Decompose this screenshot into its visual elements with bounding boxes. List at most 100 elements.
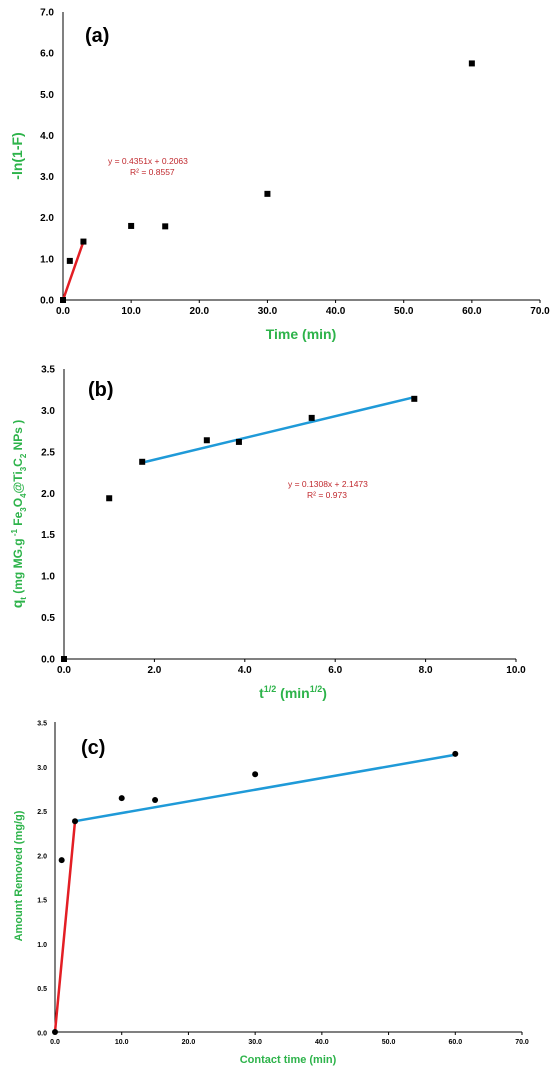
panel-c-y-axis-title: Amount Removed (mg/g) <box>13 810 25 941</box>
panel-a-x-tick-label: 40.0 <box>326 306 346 317</box>
panel-a-data-point <box>66 257 73 264</box>
panel-a-x-axis-title: Time (min) <box>266 326 337 342</box>
panel-a-data-point <box>60 297 66 303</box>
panel-b-x-axis-title: t1/2 (min1/2) <box>259 684 327 701</box>
panel-c: (c) 0.0 0.5 1.0 1.5 2.0 2.5 3.0 3.5 0.0 10.0 20.0… <box>13 721 529 1067</box>
panel-a-y-tick-label: 5.0 <box>40 90 54 101</box>
panel-a-y-tick-label: 2.0 <box>40 213 54 224</box>
panel-c-x-axis-title: Contact time (min) <box>240 1054 337 1066</box>
panel-c-data-point <box>252 771 259 778</box>
panel-a-x-tick-label: 20.0 <box>190 306 210 317</box>
panel-c-y-tick-label: 1.0 <box>37 942 47 949</box>
panel-c-y-tick-label: 3.5 <box>37 721 47 728</box>
panel-c-fit-line-initial <box>53 819 77 1034</box>
panel-b-x-tick-label: 10.0 <box>506 665 526 676</box>
panel-a-fit-lines <box>61 240 85 302</box>
panel-a-fit-line-initial <box>61 240 85 302</box>
panel-a-y-tick-label: 4.0 <box>40 131 54 142</box>
panel-a-x-tick-label: 50.0 <box>394 306 414 317</box>
panel-a: (a) 0.0 1.0 2.0 3.0 4.0 5.0 6.0 7.0 0.0 10.0 20.0… <box>9 8 550 343</box>
panel-c-y-tick-label: 2.5 <box>37 809 47 816</box>
panel-a-y-tick-label: 1.0 <box>40 254 54 265</box>
panel-c-y-tick-label: 3.0 <box>37 765 47 772</box>
panel-b-data-point <box>61 656 67 662</box>
panel-a-x-tick-label: 0.0 <box>56 306 70 317</box>
panel-a-equation: y = 0.4351x + 0.2063 <box>108 156 188 166</box>
panel-b-data-point <box>203 437 210 444</box>
panel-b-y-tick-label: 0.0 <box>41 655 55 666</box>
panel-c-data-point <box>452 750 459 757</box>
panel-a-label: (a) <box>85 25 109 47</box>
panel-c-points <box>52 750 459 1035</box>
panel-c-y-ticks: 0.0 0.5 1.0 1.5 2.0 2.5 3.0 3.5 <box>37 721 47 1038</box>
panel-a-data-point <box>468 60 475 67</box>
panel-b-label: (b) <box>88 379 114 401</box>
panel-b-points <box>61 395 418 662</box>
panel-c-label: (c) <box>81 737 105 759</box>
panel-b-fit-lines <box>140 395 416 464</box>
panel-b-data-point <box>411 395 418 402</box>
panel-c-x-tick-label: 20.0 <box>182 1039 196 1046</box>
panel-b-y-tick-label: 1.0 <box>41 572 55 583</box>
panel-a-y-axis-title: -ln(1-F) <box>9 132 25 179</box>
panel-a-x-tick-label: 10.0 <box>121 306 141 317</box>
panel-b-y-tick-label: 2.0 <box>41 489 55 500</box>
panel-b-fit-line-diffusion <box>140 395 416 464</box>
panel-c-x-tick-label: 60.0 <box>448 1039 462 1046</box>
panel-c-x-tick-label: 10.0 <box>115 1039 129 1046</box>
panel-b-data-point <box>235 438 242 445</box>
panel-a-data-point <box>80 238 87 245</box>
panel-b-y-axis-title: qt (mg MG.g -1 Fe3O4@Ti3C2 NPs ) <box>9 420 28 609</box>
panel-a-x-tick-label: 60.0 <box>462 306 482 317</box>
panel-c-data-point <box>52 1029 58 1035</box>
panel-a-data-point <box>162 223 169 230</box>
panel-c-x-ticks: 0.0 10.0 20.0 30.0 40.0 50.0 60.0 70.0 <box>50 1032 529 1046</box>
panel-a-r-squared: R² = 0.8557 <box>130 167 175 177</box>
panel-c-x-tick-label: 40.0 <box>315 1039 329 1046</box>
panel-a-y-tick-label: 3.0 <box>40 172 54 183</box>
panel-b-y-tick-label: 2.5 <box>41 447 55 458</box>
panel-c-x-tick-label: 30.0 <box>248 1039 262 1046</box>
panel-c-x-tick-label: 0.0 <box>50 1039 60 1046</box>
panel-c-y-tick-label: 2.0 <box>37 853 47 860</box>
panel-c-fit-line-diffusion <box>73 753 457 823</box>
panel-c-data-point <box>72 818 79 825</box>
panel-b-x-tick-label: 6.0 <box>328 665 342 676</box>
panel-c-data-point <box>58 857 65 864</box>
panel-b-x-tick-label: 0.0 <box>57 665 71 676</box>
panel-b-data-point <box>139 458 146 465</box>
panel-b-data-point <box>106 495 113 502</box>
panel-b-equation: y = 0.1308x + 2.1473 <box>288 479 368 489</box>
panel-c-y-tick-label: 0.0 <box>37 1031 47 1038</box>
panel-b-x-tick-label: 2.0 <box>147 665 161 676</box>
panel-c-data-point <box>118 795 125 802</box>
panel-c-x-tick-label: 50.0 <box>382 1039 396 1046</box>
panel-b-y-ticks: 0.0 0.5 1.0 1.5 2.0 2.5 3.0 3.5 <box>41 365 55 666</box>
panel-b-y-tick-label: 1.5 <box>41 530 55 541</box>
panel-a-y-ticks: 0.0 1.0 2.0 3.0 4.0 5.0 6.0 7.0 <box>40 8 54 307</box>
panel-c-fit-lines <box>53 753 457 1034</box>
panel-b-y-tick-label: 0.5 <box>41 613 55 624</box>
panel-a-y-tick-label: 7.0 <box>40 8 54 19</box>
panel-a-y-tick-label: 0.0 <box>40 296 54 307</box>
panel-a-data-point <box>128 222 135 229</box>
panel-b-x-tick-label: 8.0 <box>419 665 433 676</box>
panel-a-data-point <box>264 190 271 197</box>
panel-b-x-ticks: 0.0 2.0 4.0 6.0 8.0 10.0 <box>57 659 526 676</box>
panel-a-points <box>60 60 475 303</box>
panel-a-x-tick-label: 70.0 <box>530 306 550 317</box>
panel-b-r-squared: R² = 0.973 <box>307 490 347 500</box>
panel-b-data-point <box>308 414 315 421</box>
panel-b-y-tick-label: 3.0 <box>41 406 55 417</box>
panel-c-data-point <box>152 796 159 803</box>
panel-b: (b) 0.0 0.5 1.0 1.5 2.0 2.5 3.0 3.5 0.0 2.0 4.0 6.… <box>9 365 526 702</box>
panel-c-x-tick-label: 70.0 <box>515 1039 529 1046</box>
panel-b-y-tick-label: 3.5 <box>41 365 55 376</box>
panel-b-x-tick-label: 4.0 <box>238 665 252 676</box>
panel-c-y-tick-label: 0.5 <box>37 986 47 993</box>
panel-a-y-tick-label: 6.0 <box>40 49 54 60</box>
panel-a-x-tick-label: 30.0 <box>258 306 278 317</box>
panel-c-y-tick-label: 1.5 <box>37 898 47 905</box>
panel-a-x-ticks: 0.0 10.0 20.0 30.0 40.0 50.0 60.0 70.0 <box>56 300 550 317</box>
